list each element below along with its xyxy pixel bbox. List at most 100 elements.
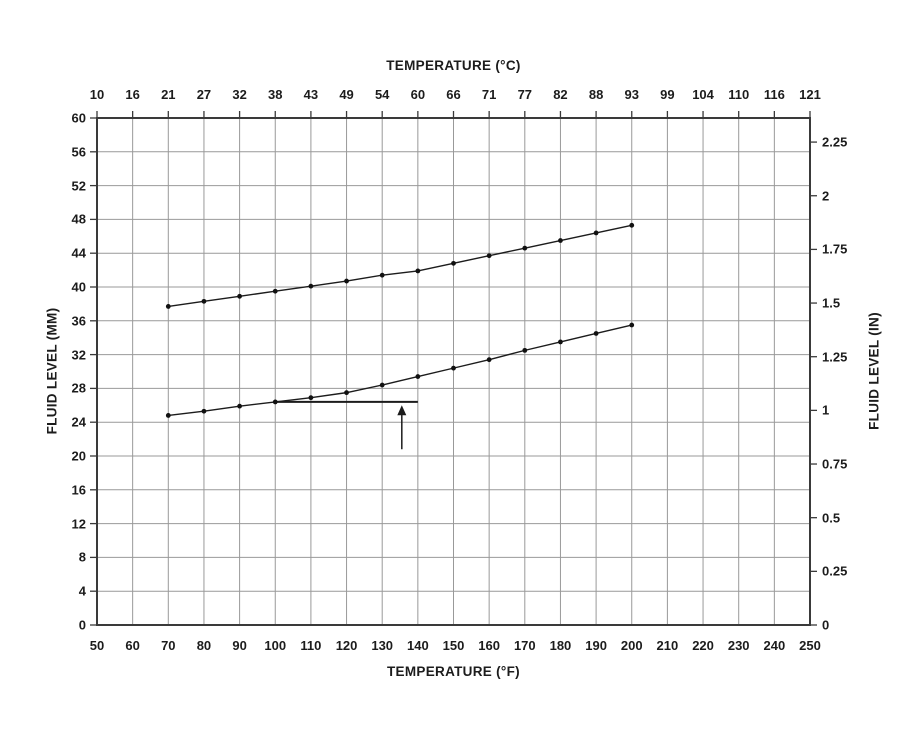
top-tick-label: 10 (89, 87, 105, 102)
lower-fluid-level-curve-marker (308, 395, 314, 401)
plot-frame (96, 117, 811, 626)
upper-fluid-level-curve-marker (558, 238, 563, 243)
right-tick-label: 0.75 (822, 456, 848, 472)
right-tick-label: 2.25 (822, 134, 848, 150)
lower-fluid-level-curve-marker (486, 357, 492, 363)
bottom-tick-label: 80 (196, 638, 212, 653)
bottom-tick-label: 180 (549, 638, 572, 653)
top-tick-label: 16 (125, 87, 140, 102)
left-tick-label: 0 (78, 617, 86, 633)
bottom-tick-label: 220 (692, 638, 714, 653)
right-tick-label: 1.75 (822, 241, 848, 257)
top-tick-label: 116 (763, 87, 785, 102)
lower-fluid-level-curve (168, 324, 632, 417)
lower-fluid-level-curve-marker (415, 374, 421, 379)
upper-fluid-level-curve-marker (486, 253, 492, 259)
right-tick-label: 1 (822, 402, 830, 418)
upper-fluid-level-curve-marker (272, 288, 278, 294)
upper-fluid-level-curve-marker (379, 272, 385, 278)
upper-fluid-level-curve-marker (344, 278, 349, 284)
bottom-tick-label: 130 (371, 638, 394, 653)
upper-fluid-level-curve-marker (451, 260, 456, 266)
bottom-tick-label: 110 (300, 638, 322, 653)
bottom-tick-label: 70 (161, 638, 176, 653)
left-tick-label: 24 (71, 414, 86, 430)
left-tick-label: 60 (71, 110, 86, 126)
upper-fluid-level-curve-marker (308, 283, 314, 289)
right-tick-label: 0.25 (822, 563, 848, 579)
top-tick-label: 121 (799, 87, 821, 102)
top-axis-title: TEMPERATURE (°C) (386, 58, 521, 73)
lower-fluid-level-curve-marker (451, 365, 456, 371)
lower-fluid-level-curve-marker (237, 403, 243, 409)
top-tick-label: 71 (481, 87, 497, 102)
bottom-tick-label: 90 (232, 638, 247, 653)
top-tick-label: 60 (410, 87, 426, 102)
left-tick-label: 12 (71, 516, 86, 532)
left-tick-label: 56 (71, 144, 86, 160)
lower-fluid-level-curve-marker (629, 322, 635, 328)
top-tick-label: 88 (588, 87, 604, 102)
bottom-tick-label: 190 (585, 638, 607, 653)
lower-fluid-level-curve-marker (201, 408, 207, 414)
top-tick-label: 82 (553, 87, 568, 102)
upper-fluid-level-curve (168, 224, 632, 308)
left-tick-label: 36 (71, 313, 86, 329)
right-tick-label: 0.5 (822, 510, 841, 526)
bottom-tick-label: 160 (478, 638, 500, 653)
top-tick-label: 93 (624, 87, 639, 102)
upper-fluid-level-curve-marker (629, 222, 635, 228)
top-tick-label: 110 (728, 87, 750, 102)
bottom-tick-label: 60 (125, 638, 140, 653)
bottom-tick-label: 50 (89, 638, 105, 653)
left-tick-label: 4 (78, 583, 86, 599)
upper-fluid-level-curve-marker (201, 298, 207, 304)
lower-fluid-level-curve-marker (522, 347, 528, 353)
lower-fluid-level-curve-marker (165, 413, 171, 418)
bottom-tick-label: 120 (335, 638, 358, 653)
bottom-axis-title: TEMPERATURE (°F) (387, 664, 520, 679)
top-tick-label: 32 (232, 87, 247, 102)
top-tick-label: 66 (446, 87, 461, 102)
top-tick-label: 54 (374, 87, 390, 102)
bottom-tick-label: 200 (620, 638, 643, 653)
top-tick-label: 77 (517, 87, 533, 102)
bottom-tick-label: 210 (656, 638, 679, 653)
upper-fluid-level-curve-marker (522, 245, 528, 251)
left-tick-label: 52 (71, 178, 86, 194)
left-tick-label: 28 (71, 380, 86, 396)
right-tick-label: 1.25 (822, 349, 848, 365)
bottom-tick-label: 230 (727, 638, 750, 653)
bottom-tick-label: 140 (406, 638, 429, 653)
left-tick-label: 48 (71, 211, 86, 227)
bottom-tick-label: 100 (264, 638, 287, 653)
bottom-tick-label: 240 (763, 638, 786, 653)
top-tick-label: 99 (660, 87, 675, 102)
right-tick-label: 1.5 (822, 295, 841, 311)
bottom-tick-label: 250 (799, 638, 821, 653)
lower-fluid-level-curve-marker (379, 382, 385, 388)
lower-fluid-level-curve-marker (272, 399, 278, 405)
top-tick-label: 38 (268, 87, 283, 102)
top-tick-label: 21 (161, 87, 176, 102)
top-tick-label: 27 (196, 87, 212, 102)
upper-fluid-level-curve-marker (593, 230, 599, 236)
lower-fluid-level-curve-marker (558, 339, 563, 345)
left-tick-label: 20 (71, 448, 86, 464)
right-tick-label: 2 (822, 188, 830, 204)
top-tick-label: 43 (303, 87, 319, 102)
left-tick-label: 32 (71, 347, 86, 363)
bottom-tick-label: 150 (442, 638, 465, 653)
arrow-head-icon (397, 405, 407, 416)
top-tick-label: 49 (339, 87, 354, 102)
top-tick-label: 104 (692, 87, 714, 102)
left-tick-label: 8 (78, 549, 86, 565)
lower-fluid-level-curve-marker (344, 390, 349, 396)
right-tick-label: 0 (822, 617, 830, 633)
left-tick-label: 16 (71, 482, 86, 498)
left-tick-label: 44 (71, 245, 86, 261)
upper-fluid-level-curve-marker (165, 304, 171, 309)
left-tick-label: 40 (71, 279, 86, 295)
